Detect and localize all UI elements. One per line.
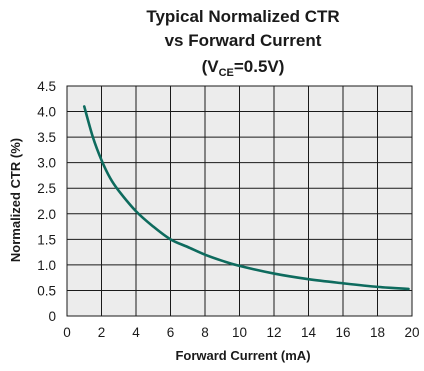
x-tick-label: 10 [232,325,247,340]
x-tick-label: 2 [98,325,106,340]
x-tick-label: 12 [266,325,281,340]
x-axis-label: Forward Current (mA) [175,348,310,363]
y-tick-label: 4.5 [37,79,56,94]
y-axis-ticks: 0 0.5 1.0 1.5 2.0 2.5 3.0 3.5 4.0 4.5 [37,79,56,324]
title-line3-suffix: =0.5V) [234,57,285,76]
x-tick-label: 18 [370,325,385,340]
x-tick-label: 8 [201,325,209,340]
chart-title-line2: vs Forward Current [165,31,322,50]
x-tick-label: 4 [132,325,140,340]
y-tick-label: 4.0 [37,105,56,120]
y-tick-label: 2.0 [37,207,56,222]
x-tick-label: 20 [404,325,419,340]
x-axis-ticks: 0 2 4 6 8 10 12 14 16 18 20 [63,325,419,340]
y-tick-label: 3.5 [37,130,56,145]
y-tick-label: 0 [48,309,56,324]
x-tick-label: 14 [301,325,317,340]
y-axis-label: Normalized CTR (%) [8,138,23,262]
chart-title-line1: Typical Normalized CTR [146,7,339,26]
x-tick-label: 6 [167,325,175,340]
x-tick-label: 0 [63,325,71,340]
y-tick-label: 1.5 [37,232,56,247]
y-tick-label: 1.0 [37,258,56,273]
x-tick-label: 16 [335,325,350,340]
y-tick-label: 2.5 [37,181,56,196]
title-line3-prefix: (V [202,57,220,76]
chart-title-line3: (VCE=0.5V) [202,57,285,79]
y-tick-label: 3.0 [37,156,56,171]
plot-frame [66,85,413,317]
y-tick-label: 0.5 [37,283,56,298]
ctr-curve [82,105,410,291]
title-line3-subscript: CE [219,67,234,79]
